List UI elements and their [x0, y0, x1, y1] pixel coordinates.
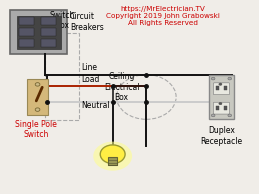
FancyBboxPatch shape	[213, 102, 229, 114]
Text: Switch
Box: Switch Box	[49, 11, 75, 30]
Circle shape	[100, 145, 125, 164]
Bar	[224, 106, 227, 110]
Bar	[19, 39, 34, 47]
Text: Single Pole
Switch: Single Pole Switch	[15, 120, 57, 139]
Bar	[45, 33, 79, 120]
Circle shape	[93, 142, 132, 171]
Bar	[10, 10, 67, 54]
Text: Load: Load	[82, 75, 100, 84]
Text: Circuit
Breakers: Circuit Breakers	[70, 12, 104, 32]
Circle shape	[35, 108, 40, 111]
FancyBboxPatch shape	[213, 83, 229, 95]
Bar	[108, 157, 117, 165]
Bar	[41, 39, 56, 47]
Circle shape	[228, 114, 232, 117]
Bar	[41, 17, 56, 25]
Text: Ceiling
Electrical
Box: Ceiling Electrical Box	[104, 72, 140, 102]
Circle shape	[211, 114, 215, 117]
Circle shape	[35, 83, 40, 86]
Bar	[41, 28, 56, 36]
FancyBboxPatch shape	[27, 79, 48, 115]
Bar	[17, 16, 61, 48]
Bar	[216, 86, 219, 90]
Text: Duplex
Receptacle: Duplex Receptacle	[200, 126, 242, 146]
FancyBboxPatch shape	[209, 75, 234, 119]
Text: Neutral: Neutral	[82, 101, 110, 110]
Bar	[224, 86, 227, 90]
Text: https://MrElectrician.TV
Copyright 2019 John Grabowski
All Rights Reserved: https://MrElectrician.TV Copyright 2019 …	[106, 6, 220, 26]
Circle shape	[211, 77, 215, 80]
Circle shape	[219, 83, 222, 85]
Circle shape	[219, 102, 222, 105]
Bar	[19, 28, 34, 36]
Bar	[216, 106, 219, 110]
Bar	[19, 17, 34, 25]
Text: Line: Line	[82, 63, 98, 72]
Circle shape	[228, 77, 232, 80]
